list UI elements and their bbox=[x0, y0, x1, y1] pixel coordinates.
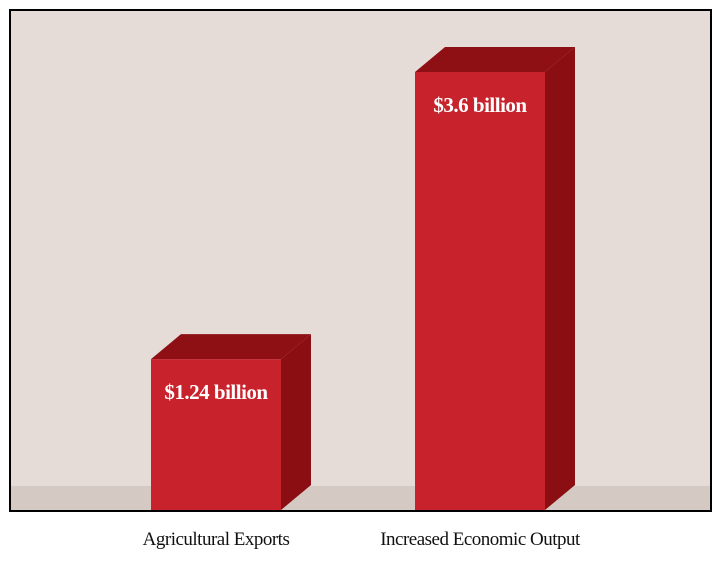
bar-side bbox=[281, 334, 311, 510]
value-label: $3.6 billion bbox=[433, 93, 527, 117]
bar bbox=[415, 72, 545, 510]
bar-top bbox=[151, 334, 311, 360]
plot-background bbox=[11, 11, 711, 511]
value-label: $1.24 billion bbox=[164, 380, 268, 405]
x-tick-label: Increased Economic Output bbox=[380, 529, 580, 550]
floor bbox=[11, 486, 711, 511]
bar-top bbox=[415, 47, 575, 72]
bar bbox=[151, 359, 281, 510]
plot-frame bbox=[9, 9, 712, 512]
x-tick-label: Agricultural Exports bbox=[142, 529, 290, 550]
bar-side bbox=[545, 47, 575, 510]
